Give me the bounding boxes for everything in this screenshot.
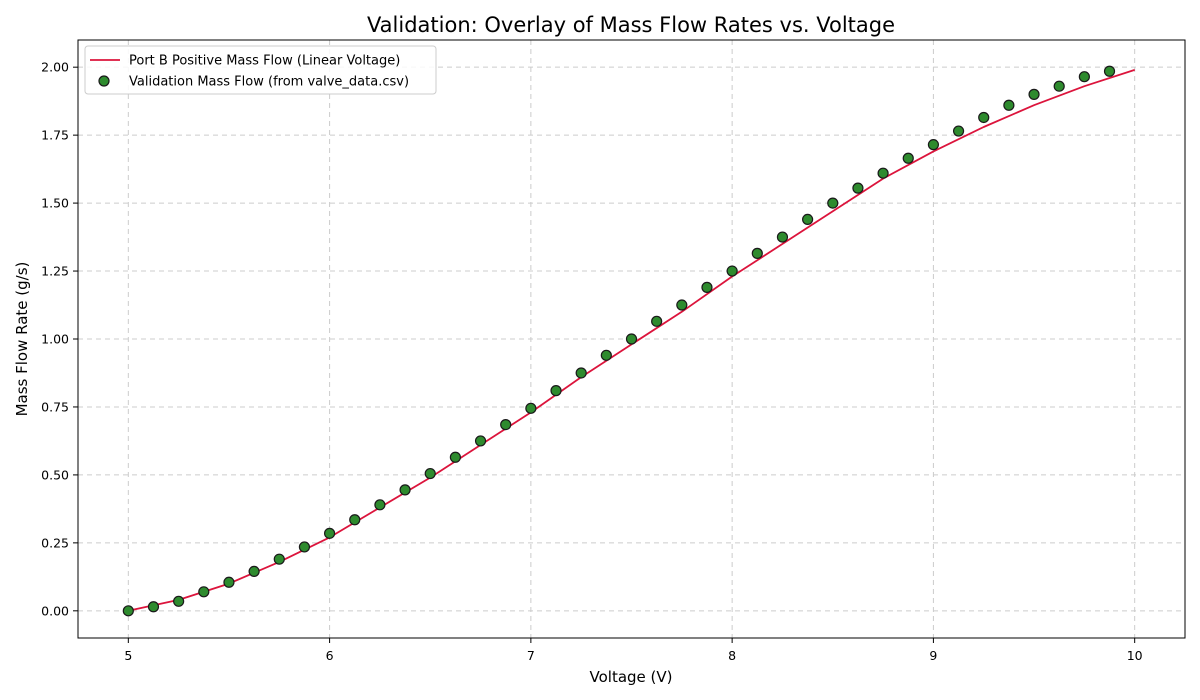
scatter-point — [952, 125, 965, 137]
scatter-point — [978, 111, 990, 124]
scatter-point — [701, 281, 713, 293]
scatter-point — [852, 182, 864, 194]
y-tick-label: 0.75 — [41, 399, 69, 414]
scatter-point — [1078, 71, 1090, 83]
scatter-point — [449, 451, 461, 463]
chart-title: Validation: Overlay of Mass Flow Rates v… — [367, 13, 895, 37]
scatter-point — [147, 601, 160, 613]
scatter-point — [1053, 80, 1065, 92]
x-tick-label: 10 — [1127, 648, 1143, 663]
scatter-point — [525, 402, 537, 414]
scatter-point — [122, 605, 134, 617]
legend-box — [84, 45, 437, 95]
y-tick-label: 0.00 — [41, 603, 69, 618]
scatter-point — [827, 197, 839, 209]
scatter-point — [651, 315, 663, 327]
x-tick-label: 6 — [326, 648, 334, 663]
x-tick-label: 5 — [124, 648, 132, 663]
scatter-point — [600, 349, 612, 361]
x-axis-label: Voltage (V) — [590, 668, 673, 686]
scatter-point — [877, 167, 889, 179]
scatter-point — [1103, 65, 1116, 77]
scatter-point — [424, 467, 436, 480]
legend-entry-label: Validation Mass Flow (from valve_data.cs… — [129, 75, 409, 90]
y-tick-label: 1.25 — [41, 264, 69, 279]
scatter-point — [248, 565, 260, 578]
scatter-point — [550, 385, 562, 397]
legend-marker-swatch — [98, 75, 110, 87]
x-tick-label: 8 — [728, 648, 736, 663]
scatter-point — [223, 576, 235, 588]
scatter-point — [1003, 99, 1015, 111]
scatter-point — [349, 514, 361, 526]
scatter-point — [776, 231, 789, 243]
y-axis-label: Mass Flow Rate (g/s) — [13, 262, 31, 417]
y-tick-label: 2.00 — [41, 60, 69, 75]
scatter-point — [273, 553, 285, 565]
y-tick-label: 1.75 — [41, 128, 69, 143]
scatter-point — [500, 419, 512, 431]
scatter-point — [323, 527, 336, 539]
scatter-point — [575, 367, 587, 379]
scatter-point — [625, 333, 638, 345]
legend-entry-label: Port B Positive Mass Flow (Linear Voltag… — [129, 54, 400, 69]
y-tick-label: 1.00 — [41, 332, 69, 347]
legend: Port B Positive Mass Flow (Linear Voltag… — [84, 45, 437, 95]
scatter-point — [751, 247, 763, 259]
y-tick-label: 0.25 — [41, 535, 69, 550]
scatter-point — [676, 299, 688, 311]
scatter-point — [802, 213, 814, 225]
x-tick-label: 7 — [527, 648, 535, 663]
scatter-point — [198, 586, 210, 598]
scatter-point — [173, 595, 185, 607]
y-tick-label: 0.50 — [41, 467, 69, 482]
series-layer — [122, 65, 1135, 617]
scatter-point — [927, 139, 940, 151]
x-tick-label: 9 — [929, 648, 937, 663]
scatter-point — [298, 541, 311, 553]
y-tick-label: 1.50 — [41, 196, 69, 211]
x-axis: 5 6 7 8 9 10 — [124, 638, 1143, 663]
scatter-point — [374, 499, 386, 511]
scatter-point — [726, 265, 738, 277]
scatter-point — [1028, 88, 1040, 100]
scatter-point — [902, 152, 914, 164]
scatter-point — [399, 484, 411, 496]
grid — [78, 40, 1185, 638]
y-axis: 0.00 0.25 0.50 0.75 1.00 1.25 1.50 1.75 2.00 — [41, 60, 78, 618]
scatter-point — [474, 435, 487, 447]
